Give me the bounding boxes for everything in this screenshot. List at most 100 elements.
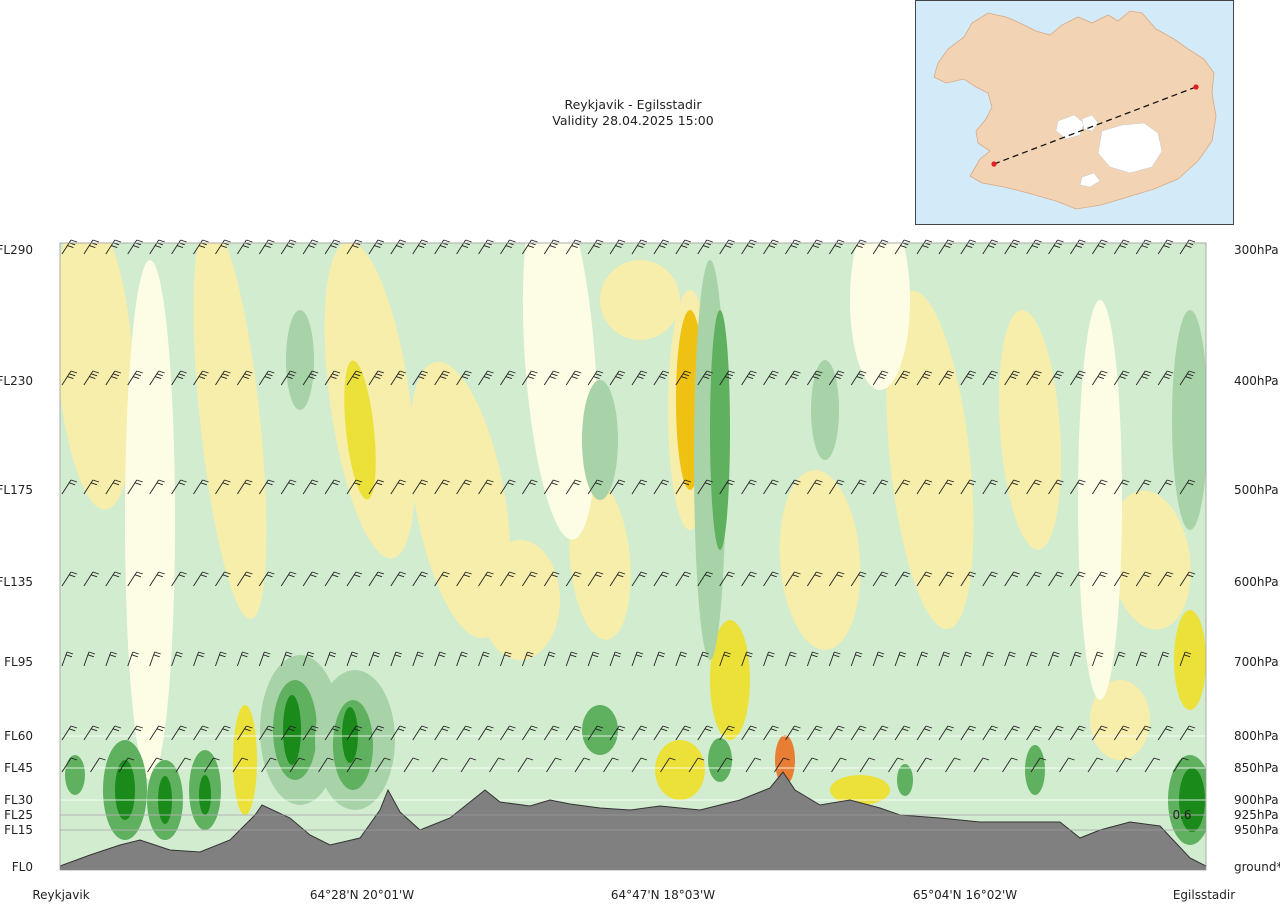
wind-barb xyxy=(1004,651,1016,667)
pressure-label: 500hPa xyxy=(1234,483,1279,497)
wind-barb xyxy=(149,571,165,587)
wind-barb xyxy=(973,757,990,773)
wind-barb xyxy=(653,479,670,495)
wind-barb xyxy=(982,370,998,386)
wind-barb xyxy=(587,725,604,741)
wind-barb xyxy=(258,725,275,741)
pressure-label: 950hPa xyxy=(1234,823,1279,837)
wind-barb xyxy=(850,571,867,587)
wind-barb xyxy=(719,239,735,255)
wind-barb xyxy=(193,239,209,255)
wind-barb xyxy=(105,239,121,255)
wind-barb xyxy=(565,725,582,741)
location-label: Reykjavik xyxy=(32,888,89,902)
wind-barb xyxy=(215,479,231,495)
wind-barb xyxy=(1026,571,1042,587)
wind-barb xyxy=(1179,571,1196,587)
wind-barb xyxy=(938,571,955,587)
wind-barb xyxy=(697,370,713,386)
wind-barb xyxy=(456,479,472,495)
wind-barb xyxy=(719,479,735,495)
wind-barb xyxy=(763,571,779,587)
wind-barb xyxy=(478,725,494,741)
wind-barb xyxy=(916,725,933,741)
wind-barb xyxy=(1004,725,1020,741)
wind-barb xyxy=(717,757,733,773)
flight-level-label: FL60 xyxy=(4,729,33,743)
wind-barb xyxy=(302,651,315,667)
wind-barb xyxy=(982,651,994,667)
wind-barb xyxy=(1070,725,1086,741)
wind-barb xyxy=(697,571,713,587)
wind-barb xyxy=(368,370,385,386)
motion-blob xyxy=(655,740,705,800)
wind-barb xyxy=(802,757,819,773)
wind-barb xyxy=(660,757,676,773)
wind-barb xyxy=(500,571,516,587)
wind-barb xyxy=(258,571,275,587)
wind-barb xyxy=(149,725,165,741)
pressure-label: 700hPa xyxy=(1234,655,1279,669)
flight-level-label: FL290 xyxy=(0,243,33,257)
wind-barb xyxy=(719,370,735,386)
wind-barb xyxy=(697,651,709,667)
wind-barb xyxy=(368,571,385,587)
wind-barb xyxy=(587,479,604,495)
wind-barb xyxy=(390,725,406,741)
wind-barb xyxy=(105,571,121,587)
wind-barb xyxy=(960,571,976,587)
wind-barb xyxy=(368,725,385,741)
wind-barb xyxy=(1157,370,1174,386)
motion-blob xyxy=(1109,490,1191,630)
wind-barb xyxy=(105,370,121,386)
wind-barb xyxy=(1157,725,1174,741)
wind-barb xyxy=(831,757,847,773)
wind-barb xyxy=(1070,370,1086,386)
wind-barb xyxy=(960,725,976,741)
terrain-profile-shape xyxy=(60,771,1206,870)
wind-barb xyxy=(631,239,648,255)
motion-blob xyxy=(897,764,913,796)
wind-barb xyxy=(500,725,516,741)
wind-barb xyxy=(859,757,876,773)
wind-barb xyxy=(346,370,363,386)
motion-blob xyxy=(779,470,861,650)
motion-blob xyxy=(811,360,839,460)
motion-blob xyxy=(1025,745,1045,795)
wind-barb xyxy=(1173,757,1189,773)
pressure-label: 900hPa xyxy=(1234,793,1279,807)
hofsjokull-glacier xyxy=(1081,114,1099,132)
wind-barb xyxy=(1026,479,1042,495)
pressure-label: 925hPa xyxy=(1234,808,1279,822)
location-axis: Reykjavik 64°28'N 20°01'W 64°47'N 18°03'W 6… xyxy=(32,888,1235,902)
wind-barb xyxy=(280,725,297,741)
wind-barb xyxy=(719,725,735,741)
wind-barb xyxy=(675,370,691,386)
wind-barb xyxy=(1048,479,1064,495)
motion-blob xyxy=(708,738,732,782)
wind-barb xyxy=(807,571,823,587)
wind-barb xyxy=(149,370,165,386)
motion-blob xyxy=(710,620,750,740)
wind-barb xyxy=(938,651,951,667)
wind-barb xyxy=(1135,370,1152,386)
wind-barb xyxy=(346,757,363,773)
wind-barb xyxy=(807,239,823,255)
wind-barb xyxy=(1092,725,1108,741)
plot-frame xyxy=(59,242,1207,871)
location-label: 65°04'N 16°02'W xyxy=(913,888,1017,902)
wind-barb xyxy=(741,571,757,587)
motion-blob xyxy=(710,310,730,550)
wind-barb xyxy=(193,651,205,667)
wind-barb xyxy=(828,651,841,667)
motion-blob xyxy=(286,310,314,410)
wind-barb xyxy=(1135,651,1148,667)
wind-barb xyxy=(1135,571,1152,587)
langjokull-glacier xyxy=(1055,114,1085,140)
wind-barb xyxy=(1113,239,1130,255)
wind-barb xyxy=(1113,725,1130,741)
wind-barb xyxy=(574,757,591,773)
wind-barb xyxy=(1070,651,1082,667)
wind-barb xyxy=(653,651,666,667)
wind-barb xyxy=(258,479,275,495)
